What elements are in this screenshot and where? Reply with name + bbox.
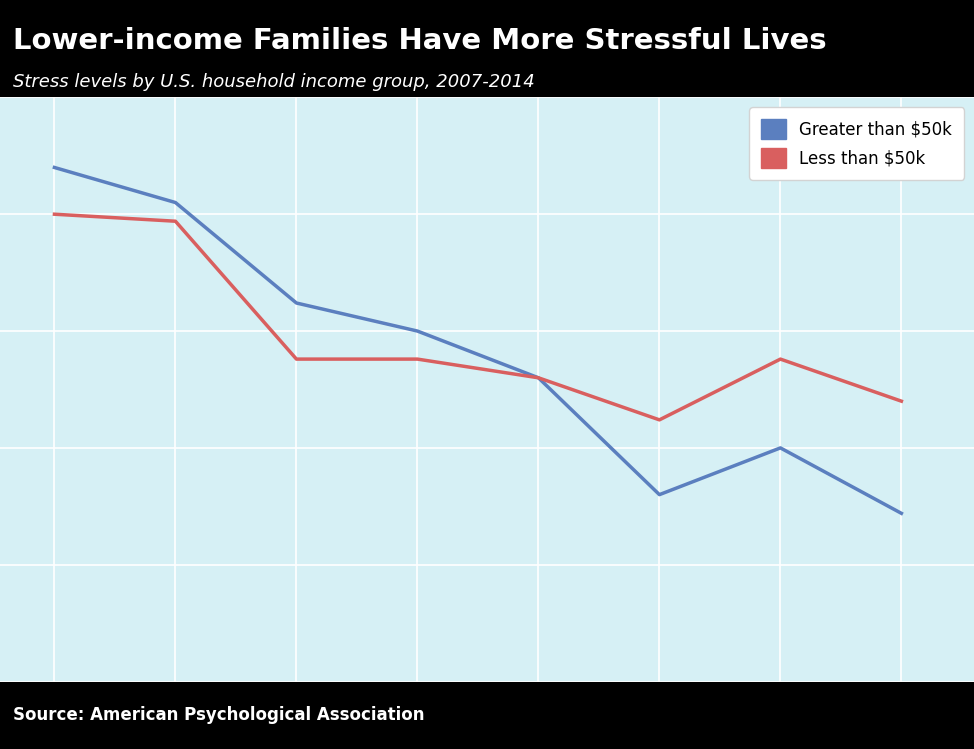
Text: Stress levels by U.S. household income group, 2007-2014: Stress levels by U.S. household income g… (13, 73, 535, 91)
Text: Lower-income Families Have More Stressful Lives: Lower-income Families Have More Stressfu… (13, 27, 826, 55)
Text: Source: American Psychological Association: Source: American Psychological Associati… (13, 706, 424, 724)
Legend: Greater than $50k, Less than $50k: Greater than $50k, Less than $50k (749, 107, 964, 180)
